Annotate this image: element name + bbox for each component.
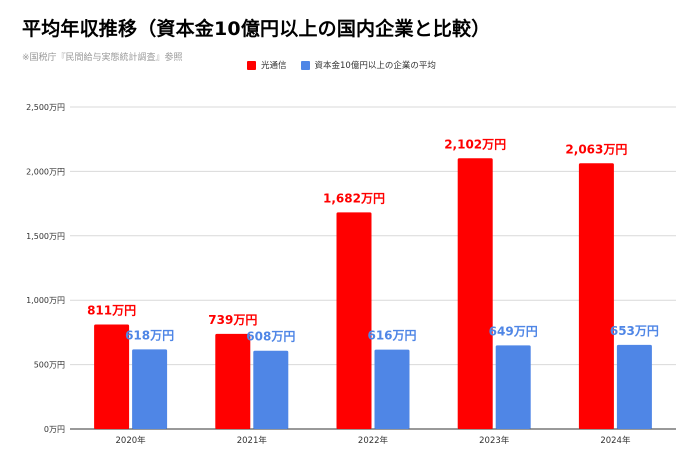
bar-series-2 bbox=[253, 350, 289, 429]
data-label-series-1: 1,682万円 bbox=[323, 191, 385, 205]
x-tick-label: 2023年 bbox=[479, 435, 510, 446]
x-tick-label: 2024年 bbox=[600, 435, 631, 446]
chart-title: 平均年収推移（資本金10億円以上の国内企業と比較） bbox=[22, 18, 491, 40]
data-label-series-1: 811万円 bbox=[87, 304, 136, 318]
data-label-series-2: 616万円 bbox=[367, 329, 416, 343]
x-tick-label: 2022年 bbox=[358, 435, 389, 446]
bar-series-1 bbox=[94, 324, 130, 429]
legend-item-series-1: 光通信 bbox=[247, 59, 287, 71]
y-tick-label: 2,500万円 bbox=[26, 103, 65, 112]
data-label-series-2: 618万円 bbox=[125, 328, 174, 342]
bar-series-2 bbox=[495, 345, 531, 429]
data-label-series-1: 739万円 bbox=[208, 313, 257, 327]
x-tick-label: 2021年 bbox=[237, 435, 268, 446]
y-tick-label: 0万円 bbox=[44, 425, 65, 434]
legend-swatch-series-2 bbox=[300, 60, 310, 70]
legend-item-series-2: 資本金10億円以上の企業の平均 bbox=[300, 59, 436, 71]
data-label-series-1: 2,063万円 bbox=[565, 142, 627, 156]
data-label-series-2: 608万円 bbox=[246, 330, 295, 344]
bar-series-2 bbox=[132, 349, 168, 429]
bar-series-2 bbox=[616, 344, 652, 429]
y-tick-label: 1,000万円 bbox=[26, 296, 65, 305]
bar-series-1 bbox=[578, 163, 614, 430]
bar-series-2 bbox=[374, 349, 410, 429]
x-tick-label: 2020年 bbox=[116, 435, 147, 446]
chart-subtitle: ※国税庁『民間給与実態統計調査』参照 bbox=[22, 53, 183, 63]
bar-series-1 bbox=[215, 333, 251, 429]
y-tick-label: 500万円 bbox=[34, 361, 65, 370]
data-label-series-2: 653万円 bbox=[610, 324, 659, 338]
data-label-series-2: 649万円 bbox=[489, 324, 538, 338]
legend-label-series-2: 資本金10億円以上の企業の平均 bbox=[314, 61, 436, 71]
legend-label-series-1: 光通信 bbox=[261, 61, 287, 71]
legend-swatch-series-1 bbox=[247, 60, 256, 70]
bar-series-1 bbox=[336, 212, 372, 429]
y-tick-label: 1,500万円 bbox=[26, 232, 65, 241]
bar-series-1 bbox=[457, 158, 493, 430]
legend: 光通信 資本金10億円以上の企業の平均 bbox=[247, 59, 450, 71]
y-tick-label: 2,000万円 bbox=[26, 167, 65, 176]
data-label-series-1: 2,102万円 bbox=[444, 137, 506, 151]
